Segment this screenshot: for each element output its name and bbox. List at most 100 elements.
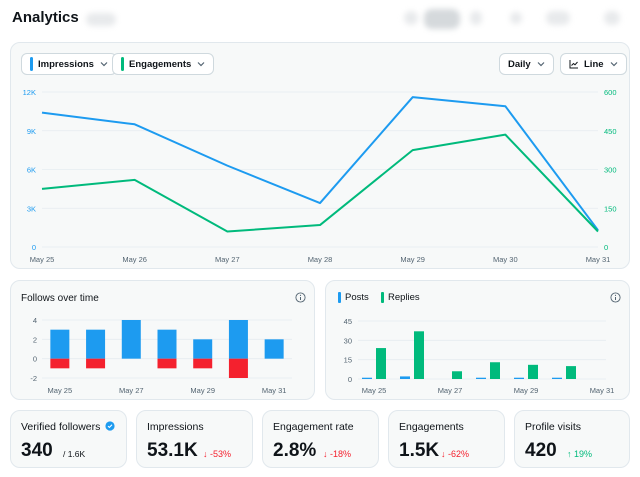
unfollows-bar <box>86 358 106 369</box>
chart-type-label: Line <box>584 58 604 70</box>
y-tick: -2 <box>30 374 37 383</box>
y-tick: 45 <box>344 317 352 326</box>
stat-change: ↑ 19% <box>567 449 593 459</box>
unfollows-bar <box>50 358 70 369</box>
x-tick: May 25 <box>30 255 55 264</box>
x-tick: May 29 <box>400 255 425 264</box>
chevron-down-icon <box>537 62 545 67</box>
follows-bar <box>264 339 284 359</box>
stat-verified-followers[interactable]: Verified followers 340 / 1.6K <box>10 410 127 468</box>
blurred-control[interactable] <box>404 11 418 25</box>
y-left-tick: 0 <box>32 243 36 252</box>
top-bar: Analytics <box>0 0 640 38</box>
replies-bar <box>566 366 576 379</box>
blurred-handle <box>86 13 116 26</box>
y-left-tick: 12K <box>23 88 36 97</box>
stat-label: Verified followers <box>21 421 115 433</box>
x-tick: May 27 <box>119 386 144 395</box>
follows-bar <box>193 339 213 359</box>
replies-bar <box>414 331 424 379</box>
x-tick: May 28 <box>308 255 333 264</box>
follows-bar <box>86 329 106 359</box>
x-tick: May 27 <box>438 386 463 395</box>
stat-change: ↓ -53% <box>203 449 232 459</box>
interval-dropdown[interactable]: Daily <box>499 53 554 75</box>
metric-1-dropdown[interactable]: Impressions <box>21 53 117 75</box>
stat-impressions[interactable]: Impressions 53.1K ↓ -53% <box>136 410 253 468</box>
series-swatch-green <box>121 57 124 71</box>
stat-engagement-rate[interactable]: Engagement rate 2.8% ↓ -18% <box>262 410 379 468</box>
page-title: Analytics <box>12 9 79 26</box>
y-tick: 15 <box>344 356 352 365</box>
y-tick: 0 <box>348 375 352 384</box>
y-right-tick: 450 <box>604 127 617 136</box>
metric-2-label: Engagements <box>129 58 192 70</box>
y-tick: 0 <box>33 355 37 364</box>
posts-bar <box>514 377 524 379</box>
y-left-tick: 6K <box>27 166 36 175</box>
unfollows-bar <box>157 358 177 369</box>
follows-bar <box>50 329 70 359</box>
unfollows-bar <box>193 358 213 369</box>
stat-label-text: Verified followers <box>21 421 101 433</box>
y-right-tick: 600 <box>604 88 617 97</box>
stat-label: Engagements <box>399 421 464 433</box>
stat-change: ↓ -18% <box>323 449 352 459</box>
blurred-control[interactable] <box>604 11 620 25</box>
legend-posts[interactable]: Posts <box>338 292 369 303</box>
y-tick: 30 <box>344 336 352 345</box>
chevron-down-icon <box>610 62 617 67</box>
interval-label: Daily <box>508 58 531 70</box>
stat-value: 420 <box>525 440 557 461</box>
verified-badge-icon <box>105 421 115 431</box>
follows-bar <box>121 320 141 359</box>
posts-bar <box>400 376 410 379</box>
series-swatch-blue <box>30 57 33 71</box>
stat-profile-visits[interactable]: Profile visits 420 ↑ 19% <box>514 410 630 468</box>
y-tick: 4 <box>33 316 37 325</box>
replies-bar <box>490 362 500 379</box>
posts-bar <box>552 377 562 379</box>
posts-bar <box>362 377 372 379</box>
x-tick: May 29 <box>190 386 215 395</box>
info-icon[interactable] <box>295 292 306 303</box>
follows-bar <box>157 329 177 359</box>
y-right-tick: 300 <box>604 166 617 175</box>
legend-posts-label: Posts <box>345 292 369 303</box>
x-tick: May 25 <box>362 386 387 395</box>
x-tick: May 25 <box>48 386 73 395</box>
chart-type-dropdown[interactable]: Line <box>560 53 627 75</box>
x-tick: May 27 <box>215 255 240 264</box>
stat-engagements[interactable]: Engagements 1.5K ↓ -62% <box>388 410 505 468</box>
stat-value: 1.5K <box>399 440 440 461</box>
stat-label: Profile visits <box>525 421 582 433</box>
replies-bar <box>376 348 386 379</box>
posts-bar <box>476 377 486 379</box>
y-left-tick: 9K <box>27 127 36 136</box>
unfollows-bar <box>228 358 248 378</box>
stat-value: 340 <box>21 440 53 461</box>
x-tick: May 31 <box>586 255 611 264</box>
chevron-down-icon <box>100 62 108 67</box>
blurred-date-range[interactable] <box>424 9 460 29</box>
metric-2-dropdown[interactable]: Engagements <box>112 53 215 75</box>
info-icon[interactable] <box>610 292 621 303</box>
legend-swatch-blue <box>338 292 341 303</box>
legend-swatch-green <box>381 292 384 303</box>
legend-replies[interactable]: Replies <box>381 292 420 303</box>
x-tick: May 26 <box>122 255 147 264</box>
chevron-down-icon <box>197 62 205 67</box>
stat-sub: / 1.6K <box>63 449 86 459</box>
replies-bar <box>452 371 462 379</box>
blurred-control[interactable] <box>470 11 482 25</box>
x-tick: May 31 <box>262 386 287 395</box>
stat-value: 53.1K <box>147 440 198 461</box>
y-left-tick: 3K <box>27 204 36 213</box>
stat-label: Engagement rate <box>273 421 354 433</box>
replies-bar <box>528 364 538 379</box>
blurred-control[interactable] <box>510 12 522 24</box>
blurred-control[interactable] <box>546 11 570 25</box>
posts-replies-chart: 45 30 15 0 May 25 May 27 May 29 May 31 <box>344 317 615 395</box>
x-tick: May 31 <box>590 386 615 395</box>
follows-bar <box>228 320 248 359</box>
